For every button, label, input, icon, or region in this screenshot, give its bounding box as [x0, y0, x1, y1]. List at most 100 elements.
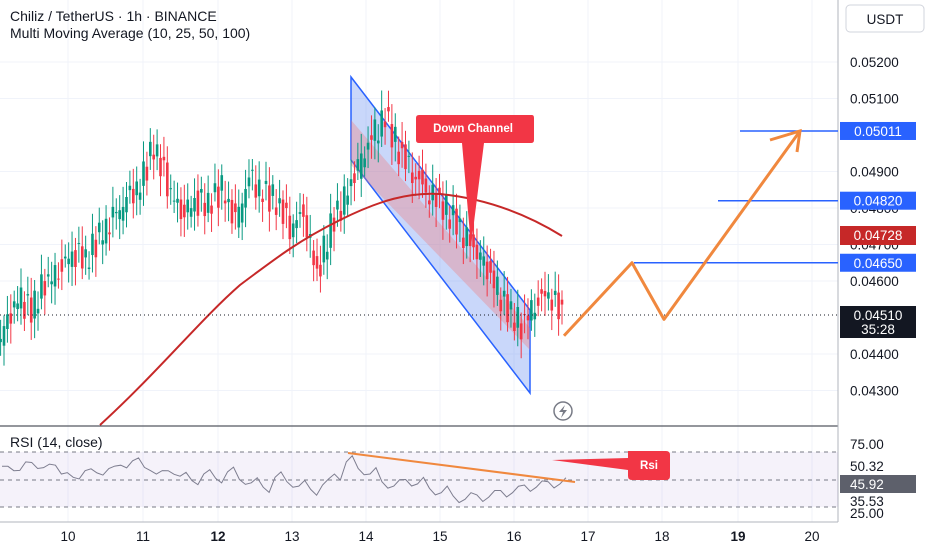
candle-body [349, 179, 353, 187]
projection-path[interactable] [562, 130, 802, 337]
candle-body [339, 210, 343, 221]
time-axis[interactable]: 10 11 12 13 14 15 16 17 18 19 20 [60, 529, 819, 544]
candle-body [298, 212, 302, 214]
candle-body [393, 126, 397, 142]
candle-body [237, 206, 241, 228]
candle-body [543, 290, 547, 297]
candle-body [50, 281, 53, 285]
candle-body [513, 322, 516, 331]
candle-body [264, 180, 268, 184]
candle-body [509, 301, 513, 310]
ma-price-tag [840, 226, 916, 245]
candle-body [176, 198, 179, 203]
candle-body [118, 210, 121, 220]
candle-body [445, 195, 448, 215]
candle-body [19, 287, 23, 309]
time-tick-label: 12 [210, 529, 225, 544]
rsi-axis[interactable]: 75.00 50.32 45.92 35.53 25.00 [840, 437, 916, 521]
level-price-tag [840, 191, 916, 210]
candle-body [40, 274, 43, 299]
time-tick-label: 14 [358, 529, 374, 544]
candle-body [387, 107, 390, 112]
candle-body [526, 315, 530, 321]
candle-body [502, 290, 506, 297]
candle-body [329, 213, 332, 248]
rsi-tick-35: 35.53 [850, 494, 884, 509]
candle-body [485, 261, 489, 280]
candle-body [193, 198, 196, 212]
price-tick-label: 0.05200 [850, 55, 899, 70]
time-tick-label: 16 [506, 529, 521, 544]
rsi-callout[interactable]: Rsi [552, 451, 670, 480]
candle-body [271, 184, 275, 196]
candle-body [227, 198, 230, 203]
candle-body [468, 234, 472, 247]
candle-body [261, 198, 264, 202]
candle-body [91, 233, 94, 256]
candle-body [196, 190, 200, 216]
candle-body [0, 338, 2, 343]
rsi-pane[interactable]: RSI (14, close) Rsi [0, 434, 838, 508]
candle-body [315, 256, 319, 269]
candle-body [131, 188, 135, 204]
candle-body [380, 110, 383, 137]
candle-body [43, 281, 47, 296]
candle-body [458, 218, 462, 223]
candle-body [104, 218, 108, 244]
candle-body [332, 217, 336, 232]
current-price-label: 0.04510 [854, 308, 903, 323]
candle-body [268, 185, 271, 212]
candle-body [506, 294, 509, 323]
candle-body [80, 246, 84, 269]
candle-body [281, 199, 285, 224]
level-price-label: 0.04820 [854, 194, 903, 209]
candle-body [448, 219, 452, 229]
candle-body [553, 290, 557, 295]
candle-body [159, 157, 162, 177]
candle-body [152, 154, 156, 160]
level-price-label: 0.05011 [854, 124, 902, 139]
candle-body [183, 204, 186, 218]
candle-body [29, 297, 33, 323]
lightning-icon[interactable] [553, 401, 573, 421]
candle-body [383, 121, 387, 128]
candle-body [492, 270, 496, 289]
price-tick-label: 0.04900 [850, 165, 899, 180]
candle-body [424, 178, 428, 193]
rsi-current-label: 45.92 [850, 477, 884, 492]
candle-body [169, 188, 173, 190]
candle-body [322, 235, 326, 263]
down-channel-callout[interactable]: Down Channel [416, 115, 534, 246]
candle-body [547, 292, 550, 299]
ma-price-label: 0.04728 [854, 228, 903, 243]
time-tick-label: 11 [136, 529, 150, 544]
candle-body [2, 326, 6, 346]
candle-body [217, 186, 220, 208]
candle-body [166, 162, 169, 197]
rsi-trendline[interactable] [347, 452, 576, 483]
candle-body [70, 251, 74, 267]
candle-body [87, 267, 91, 269]
candle-body [291, 223, 295, 238]
candle-body [63, 256, 67, 259]
candle-body [404, 144, 407, 170]
level-price-tag [840, 253, 916, 272]
candle-body [240, 203, 244, 223]
currency-button[interactable] [845, 4, 925, 33]
candle-body [200, 188, 203, 193]
candle-body [230, 199, 234, 224]
candle-body [67, 258, 70, 265]
time-tick-label: 18 [654, 529, 669, 544]
candle-body [557, 292, 560, 320]
candle-body [97, 222, 101, 233]
candle-body [373, 119, 377, 141]
candle-body [33, 290, 36, 319]
price-axis[interactable]: USDT 0.052000.051000.049000.048000.04700… [840, 4, 925, 399]
candle-body [312, 250, 315, 266]
candle-body [179, 199, 183, 220]
candle-body [536, 297, 540, 306]
candle-body [376, 140, 380, 144]
price-pane[interactable]: Down Channel Chiliz / TetherUS · 1h · BI… [0, 0, 839, 523]
down-channel-label: Down Channel [433, 123, 513, 135]
